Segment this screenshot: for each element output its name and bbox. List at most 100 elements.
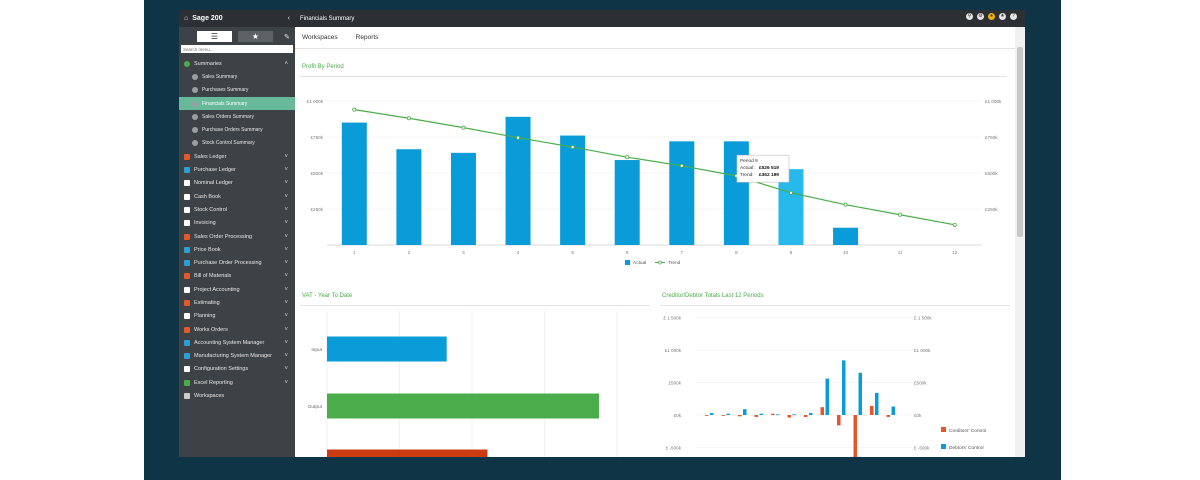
chevron-down-icon[interactable]: ˅ — [284, 220, 288, 227]
sidebar-item[interactable]: Works Orders ˅ — [179, 323, 295, 336]
sidebar-item[interactable]: Purchase Order Processing ˅ — [179, 256, 295, 269]
x-tick-label: 7 — [681, 250, 684, 255]
search-input[interactable] — [181, 45, 293, 53]
sidebar-item-label: Summaries — [194, 60, 222, 67]
bar-debtors — [776, 414, 780, 416]
bar-creditors — [705, 415, 709, 416]
sidebar-subitem[interactable]: Sales Summary — [179, 70, 295, 83]
chevron-down-icon[interactable]: ˅ — [284, 286, 288, 293]
sidebar-item[interactable]: Sales Order Processing ˅ — [179, 230, 295, 243]
sidebar-item[interactable]: Cash Book ˅ — [179, 190, 295, 203]
chevron-down-icon[interactable]: ˅ — [284, 260, 288, 267]
settings-icon[interactable]: ⚙ — [977, 13, 984, 20]
search-icon[interactable]: ⚲ — [966, 13, 973, 20]
sidebar-item[interactable]: Project Accounting ˅ — [179, 283, 295, 296]
chevron-down-icon[interactable]: ˅ — [284, 246, 288, 253]
sidebar-item[interactable]: Summaries ˄ — [179, 57, 295, 70]
y-tick-label: £500k — [310, 171, 323, 176]
topbar: Financials Summary ⚲ ⚙ ● ★ ? — [295, 10, 1025, 27]
sidebar-item[interactable]: Workspaces — [179, 389, 295, 402]
chevron-down-icon[interactable]: ˅ — [284, 206, 288, 213]
summaries-icon — [184, 60, 190, 67]
workspace-tabs: Workspaces Reports — [295, 27, 1025, 49]
chevron-down-icon[interactable]: ˅ — [284, 366, 288, 373]
y-tick-label: £0k — [674, 413, 682, 418]
menu-tab[interactable]: ☰ — [197, 31, 232, 42]
chevron-down-icon[interactable]: ˅ — [284, 193, 288, 200]
sidebar-subitem[interactable]: Sales Orders Summary — [179, 110, 295, 123]
collapse-icon[interactable]: ‹ — [287, 15, 290, 22]
favourites-tab[interactable]: ★ — [238, 31, 273, 42]
sidebar-item[interactable]: Invoicing ˅ — [179, 217, 295, 230]
favourite-icon[interactable]: ★ — [999, 13, 1006, 20]
sidebar-subitem[interactable]: Purchases Summary — [179, 84, 295, 97]
estimating-icon — [184, 299, 190, 306]
sidebar-item-label: Workspaces — [194, 393, 225, 400]
sidebar-item[interactable]: Price Book ˅ — [179, 243, 295, 256]
chevron-down-icon[interactable]: ˅ — [284, 233, 288, 240]
sidebar-item[interactable]: Stock Control ˅ — [179, 203, 295, 216]
chevron-down-icon[interactable]: ˅ — [284, 273, 288, 280]
scrollbar-thumb[interactable] — [1017, 47, 1023, 237]
sidebar-item[interactable]: Nominal Ledger ˅ — [179, 177, 295, 190]
sidebar-subitem[interactable]: Purchase Orders Summary — [179, 123, 295, 136]
sidebar-item[interactable]: Manufacturing System Manager ˅ — [179, 350, 295, 363]
chevron-down-icon[interactable]: ˅ — [284, 299, 288, 306]
bar-debtors — [858, 372, 862, 415]
pin-icon[interactable]: ✎ — [284, 33, 290, 41]
scrollbar[interactable] — [1015, 27, 1025, 457]
x-tick-label: 5 — [571, 250, 574, 255]
workspaces-icon — [184, 393, 190, 400]
menu-icon: ☰ — [210, 32, 219, 41]
app-window: ⌂ Sage 200 ‹ ☰ ★ ✎ Summaries ˄ Sales Summa… — [179, 10, 1025, 457]
legend-label-debtors: Debtors' Control — [949, 445, 984, 451]
sidebar-item[interactable]: Accounting System Manager ˅ — [179, 336, 295, 349]
chevron-down-icon[interactable]: ˅ — [284, 153, 288, 160]
chevron-down-icon[interactable]: ˅ — [284, 353, 288, 360]
sidebar-item-label: Works Orders — [194, 326, 228, 333]
trend-point — [570, 145, 575, 150]
chevron-down-icon[interactable]: ˅ — [284, 339, 288, 346]
summary-icon — [192, 73, 198, 80]
bar-creditors — [754, 415, 758, 417]
bar-debtors — [726, 413, 730, 415]
sidebar-subitem[interactable]: Financials Summary — [179, 96, 295, 111]
sidebar-item[interactable]: Sales Ledger ˅ — [179, 150, 295, 163]
tab-reports[interactable]: Reports — [355, 34, 379, 41]
planning-icon — [184, 313, 190, 320]
tooltip-trend-value: £362 199 — [759, 172, 779, 178]
home-icon[interactable]: ⌂ — [184, 15, 189, 22]
bar-debtors — [809, 413, 813, 415]
sidebar-item[interactable]: Estimating ˅ — [179, 296, 295, 309]
app-title: Sage 200 — [192, 15, 223, 22]
sidebar-item-label: Manufacturing System Manager — [194, 353, 272, 360]
sidebar-item[interactable]: Purchase Ledger ˅ — [179, 163, 295, 176]
help-icon[interactable]: ? — [1010, 13, 1017, 20]
chevron-down-icon[interactable]: ˅ — [284, 326, 288, 333]
invoicing-icon — [184, 220, 190, 227]
legend-label-creditors: Creditors' Control — [949, 428, 986, 434]
project-accounting-icon — [184, 286, 190, 293]
sidebar-item[interactable]: Bill of Materials ˅ — [179, 270, 295, 283]
chevron-down-icon[interactable]: ˅ — [284, 313, 288, 320]
y-tick-label: Output — [308, 404, 323, 410]
sidebar-item-label: Sales Ledger — [194, 153, 227, 160]
chevron-down-icon[interactable]: ˅ — [284, 167, 288, 174]
chevron-down-icon[interactable]: ˅ — [284, 180, 288, 187]
summary-icon — [192, 140, 198, 147]
sidebar-item-label: Price Book — [194, 246, 221, 253]
lightbulb-icon[interactable]: ● — [988, 13, 995, 20]
chevron-down-icon[interactable]: ˅ — [284, 379, 288, 386]
x-tick-label: 4 — [517, 250, 520, 255]
excel-reporting-icon — [184, 379, 190, 386]
tab-workspaces[interactable]: Workspaces — [302, 34, 338, 41]
sidebar-item[interactable]: Configuration Settings ˅ — [179, 363, 295, 376]
sales-ledger-icon — [184, 153, 190, 160]
sidebar-subitem[interactable]: Stock Control Summary — [179, 137, 295, 150]
sidebar-item[interactable]: Excel Reporting ˅ — [179, 376, 295, 389]
sidebar-item[interactable]: Planning ˅ — [179, 310, 295, 323]
trend-point — [843, 202, 848, 207]
bar-debtors — [792, 414, 796, 416]
trend-point — [952, 222, 957, 227]
chevron-up-icon[interactable]: ˄ — [284, 60, 288, 67]
